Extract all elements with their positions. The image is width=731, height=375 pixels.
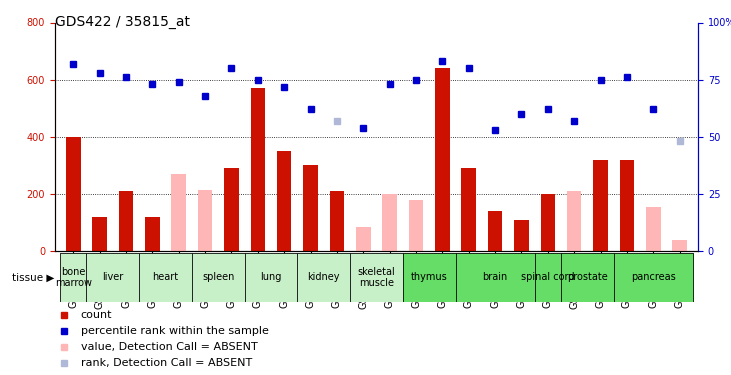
Bar bbox=[113, 253, 139, 302]
Bar bbox=[508, 253, 534, 302]
Bar bbox=[403, 253, 455, 302]
Bar bbox=[376, 253, 403, 302]
Bar bbox=[192, 253, 219, 302]
Bar bbox=[534, 253, 561, 302]
Bar bbox=[461, 168, 476, 251]
Bar bbox=[356, 227, 371, 251]
Bar bbox=[172, 174, 186, 251]
Text: rank, Detection Call = ABSENT: rank, Detection Call = ABSENT bbox=[80, 358, 251, 368]
Bar bbox=[588, 253, 614, 302]
Bar bbox=[139, 253, 165, 302]
Bar bbox=[86, 253, 139, 302]
Text: tissue ▶: tissue ▶ bbox=[12, 273, 54, 282]
Text: spinal cord: spinal cord bbox=[521, 273, 575, 282]
Text: pancreas: pancreas bbox=[631, 273, 675, 282]
Text: spleen: spleen bbox=[202, 273, 235, 282]
Bar bbox=[66, 137, 80, 251]
Bar bbox=[403, 253, 429, 302]
Bar bbox=[60, 253, 86, 302]
Text: brain: brain bbox=[482, 273, 508, 282]
Bar bbox=[488, 211, 502, 251]
Bar bbox=[298, 253, 324, 302]
Text: bone
marrow: bone marrow bbox=[55, 267, 92, 288]
Bar bbox=[350, 253, 376, 302]
Text: thymus: thymus bbox=[411, 273, 447, 282]
Text: prostate: prostate bbox=[567, 273, 607, 282]
Text: kidney: kidney bbox=[308, 273, 340, 282]
Bar bbox=[224, 168, 239, 251]
Text: lung: lung bbox=[260, 273, 281, 282]
Bar bbox=[165, 253, 192, 302]
Text: percentile rank within the sample: percentile rank within the sample bbox=[80, 326, 268, 336]
Text: heart: heart bbox=[153, 273, 178, 282]
Bar bbox=[145, 217, 159, 251]
Bar bbox=[139, 253, 192, 302]
Bar bbox=[640, 253, 667, 302]
Bar bbox=[86, 253, 113, 302]
Text: value, Detection Call = ABSENT: value, Detection Call = ABSENT bbox=[80, 342, 257, 352]
Bar bbox=[118, 191, 133, 251]
Bar bbox=[455, 253, 482, 302]
Bar bbox=[673, 240, 687, 251]
Bar bbox=[567, 191, 581, 251]
Bar bbox=[514, 220, 529, 251]
Text: skeletal
muscle: skeletal muscle bbox=[357, 267, 395, 288]
Bar bbox=[92, 217, 107, 251]
Bar bbox=[219, 253, 245, 302]
Bar bbox=[541, 194, 555, 251]
Text: count: count bbox=[80, 310, 112, 320]
Bar bbox=[350, 253, 403, 302]
Bar bbox=[330, 191, 344, 251]
Bar bbox=[277, 151, 292, 251]
Bar bbox=[251, 88, 265, 251]
Bar bbox=[435, 68, 450, 251]
Bar bbox=[482, 253, 508, 302]
Bar bbox=[594, 160, 607, 251]
Bar bbox=[534, 253, 561, 302]
Bar bbox=[382, 194, 397, 251]
Bar bbox=[245, 253, 298, 302]
Bar bbox=[620, 160, 635, 251]
Bar bbox=[298, 253, 350, 302]
Bar bbox=[409, 200, 423, 251]
Bar bbox=[646, 207, 661, 251]
Bar bbox=[60, 253, 86, 302]
Bar bbox=[561, 253, 588, 302]
Bar bbox=[614, 253, 693, 302]
Bar bbox=[455, 253, 534, 302]
Text: GDS422 / 35815_at: GDS422 / 35815_at bbox=[55, 15, 190, 29]
Bar bbox=[561, 253, 614, 302]
Bar bbox=[245, 253, 271, 302]
Bar bbox=[198, 190, 212, 251]
Bar bbox=[192, 253, 245, 302]
Bar bbox=[324, 253, 350, 302]
Bar bbox=[429, 253, 455, 302]
Text: liver: liver bbox=[102, 273, 124, 282]
Bar bbox=[271, 253, 298, 302]
Bar bbox=[614, 253, 640, 302]
Bar bbox=[303, 165, 318, 251]
Bar bbox=[667, 253, 693, 302]
